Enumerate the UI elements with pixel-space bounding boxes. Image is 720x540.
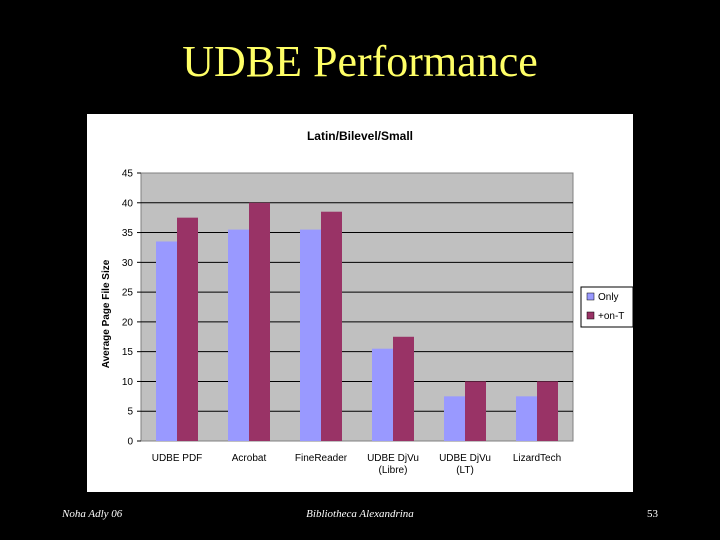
- category-labels: UDBE PDF Acrobat FineReader UDBE DjVu (Libre…: [152, 453, 561, 476]
- legend-swatch-series-2: [586, 311, 595, 320]
- bar-series-2-6: [537, 381, 558, 441]
- bar-series-1-2: [228, 229, 249, 441]
- bar-series-1-5: [444, 396, 465, 441]
- y-tick-label: 20: [122, 317, 134, 328]
- category-label-line: UDBE PDF: [152, 453, 203, 464]
- category-label: UDBE PDF: [152, 453, 203, 464]
- y-tick-label: 30: [122, 258, 134, 269]
- category-label-line: Acrobat: [232, 453, 267, 464]
- category-label-line: FineReader: [295, 453, 348, 464]
- bar-series-1-1: [156, 241, 177, 441]
- gridlines: [141, 202, 573, 412]
- chart-panel: Latin/Bilevel/Small Average Page File Si…: [87, 114, 633, 492]
- legend: Only +on-T: [580, 286, 633, 328]
- y-tick-label: 25: [122, 288, 134, 299]
- category-label-line: (Libre): [379, 465, 408, 476]
- y-tick-label: 0: [127, 437, 133, 448]
- category-label: Acrobat: [232, 453, 267, 464]
- category-label-line: (LT): [456, 465, 474, 476]
- y-tick-label: 40: [122, 198, 134, 209]
- footer-author: Noha Adly 06: [62, 508, 123, 520]
- bar-series-2-2: [249, 202, 270, 441]
- y-tick-label: 10: [122, 377, 134, 388]
- bars: [156, 202, 558, 441]
- footer-organization: Bibliotheca Alexandrina: [306, 508, 414, 520]
- y-tick-label: 45: [122, 169, 134, 180]
- bar-series-1-4: [372, 348, 393, 441]
- bar-series-2-3: [321, 211, 342, 441]
- slide-number: 53: [647, 508, 658, 520]
- category-label: UDBE DjVu (LT): [439, 453, 491, 476]
- bar-series-1-3: [300, 229, 321, 441]
- plot-area: [140, 172, 574, 442]
- category-label-line: LizardTech: [513, 453, 561, 464]
- category-label-line: UDBE DjVu: [439, 453, 491, 464]
- legend-swatch-series-1: [586, 292, 595, 301]
- y-axis-label: Average Page File Size: [101, 259, 112, 368]
- y-tick-labels: 0 5 10 15 20 25 30 35 40 45: [122, 169, 141, 448]
- bar-series-2-1: [177, 217, 198, 441]
- legend-label-series-1: Only: [598, 292, 619, 303]
- legend-label-series-2: +on-T: [598, 311, 624, 322]
- bar-series-1-6: [516, 396, 537, 441]
- y-tick-label: 15: [122, 347, 134, 358]
- bar-series-2-4: [393, 336, 414, 441]
- category-label: LizardTech: [513, 453, 561, 464]
- category-label: FineReader: [295, 453, 348, 464]
- category-label: UDBE DjVu (Libre): [367, 453, 419, 476]
- y-tick-label: 35: [122, 228, 134, 239]
- y-tick-label: 5: [127, 407, 133, 418]
- bar-chart: Latin/Bilevel/Small Average Page File Si…: [101, 129, 633, 476]
- chart-title: Latin/Bilevel/Small: [307, 129, 413, 143]
- slide-title: UDBE Performance: [182, 37, 538, 86]
- category-label-line: UDBE DjVu: [367, 453, 419, 464]
- bar-series-2-5: [465, 381, 486, 441]
